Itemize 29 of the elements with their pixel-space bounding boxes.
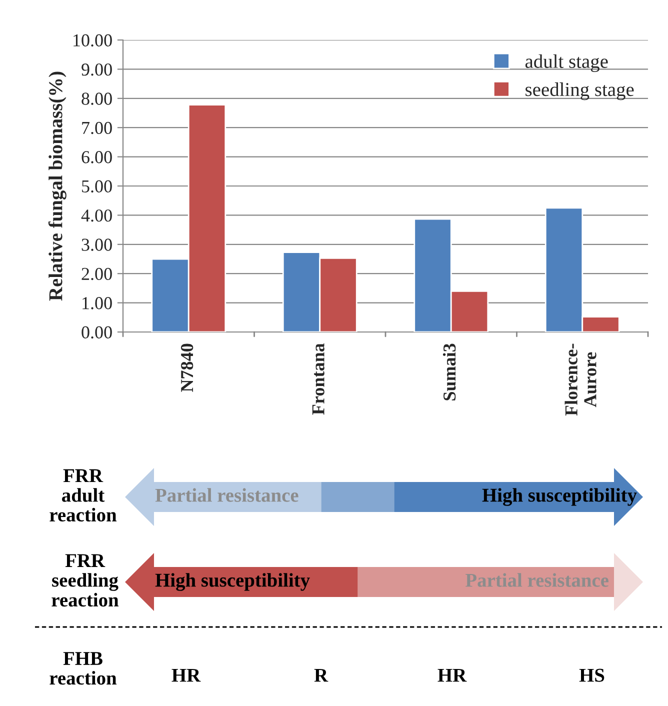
text: R [314,668,328,682]
x-tick-label: Florence- Aurore [564,344,596,416]
text: FRR seedling reaction [52,554,119,607]
text: Partial resistance [466,573,608,587]
text: Partial resistance [155,488,298,502]
y-tick-label: 5.00 [82,180,112,193]
text: FHB reaction [50,652,117,685]
y-tick-label: 9.00 [82,63,112,76]
text: HS [579,668,604,682]
y-tick-label: 7.00 [82,122,112,134]
text: High susceptibility [482,488,637,506]
y-tick-label: 1.00 [82,297,112,310]
y-tick-label: 6.00 [82,151,112,164]
x-tick-label: Sumai3 [442,344,456,400]
x-tick-label: N7840 [180,344,194,392]
y-tick-label: 3.00 [82,238,112,251]
text: High susceptibility [155,573,310,591]
y-tick-label: 8.00 [82,92,112,105]
y-tick-label: 2.00 [82,268,112,280]
y-axis-title: Relative fungal biomass(%) [48,72,66,301]
x-tick-label: Frontana [312,343,324,415]
y-tick-label: 0.00 [82,326,112,339]
text: HR [172,668,201,682]
text: HR [438,668,467,682]
legend-label: adult stage [525,54,608,72]
legend-label: seedling stage [526,82,634,100]
y-tick-label: 10.00 [74,34,112,47]
text: FRR adult reaction [50,469,117,522]
y-tick-label: 4.00 [81,209,112,222]
